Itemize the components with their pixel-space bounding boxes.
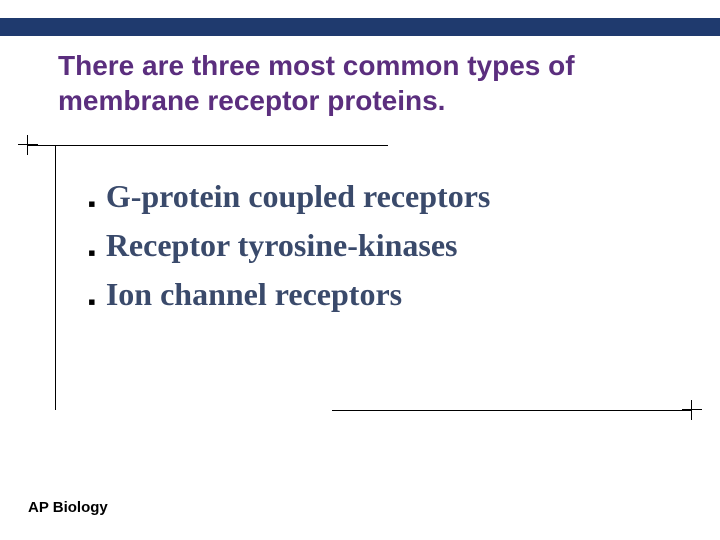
bullet-text: G-protein coupled receptors [106, 175, 491, 218]
bullet-square-icon: ▪︎ [88, 242, 96, 264]
bullet-list: ▪︎ G-protein coupled receptors ▪︎ Recept… [88, 175, 648, 323]
list-item: ▪︎ Ion channel receptors [88, 273, 648, 316]
bullet-text: Receptor tyrosine-kinases [106, 224, 458, 267]
slide-title-block: There are three most common types of mem… [58, 48, 668, 118]
decorative-line-bottom [332, 410, 692, 411]
bullet-square-icon: ▪︎ [88, 193, 96, 215]
slide-title: There are three most common types of mem… [58, 48, 668, 118]
decorative-line-vertical [55, 145, 56, 410]
list-item: ▪︎ Receptor tyrosine-kinases [88, 224, 648, 267]
decorative-line-top [28, 145, 388, 146]
list-item: ▪︎ G-protein coupled receptors [88, 175, 648, 218]
bullet-square-icon: ▪︎ [88, 291, 96, 313]
top-accent-bar [0, 18, 720, 36]
crosshair-bottom-right [682, 400, 702, 420]
footer-label: AP Biology [28, 499, 108, 516]
bullet-text: Ion channel receptors [106, 273, 402, 316]
